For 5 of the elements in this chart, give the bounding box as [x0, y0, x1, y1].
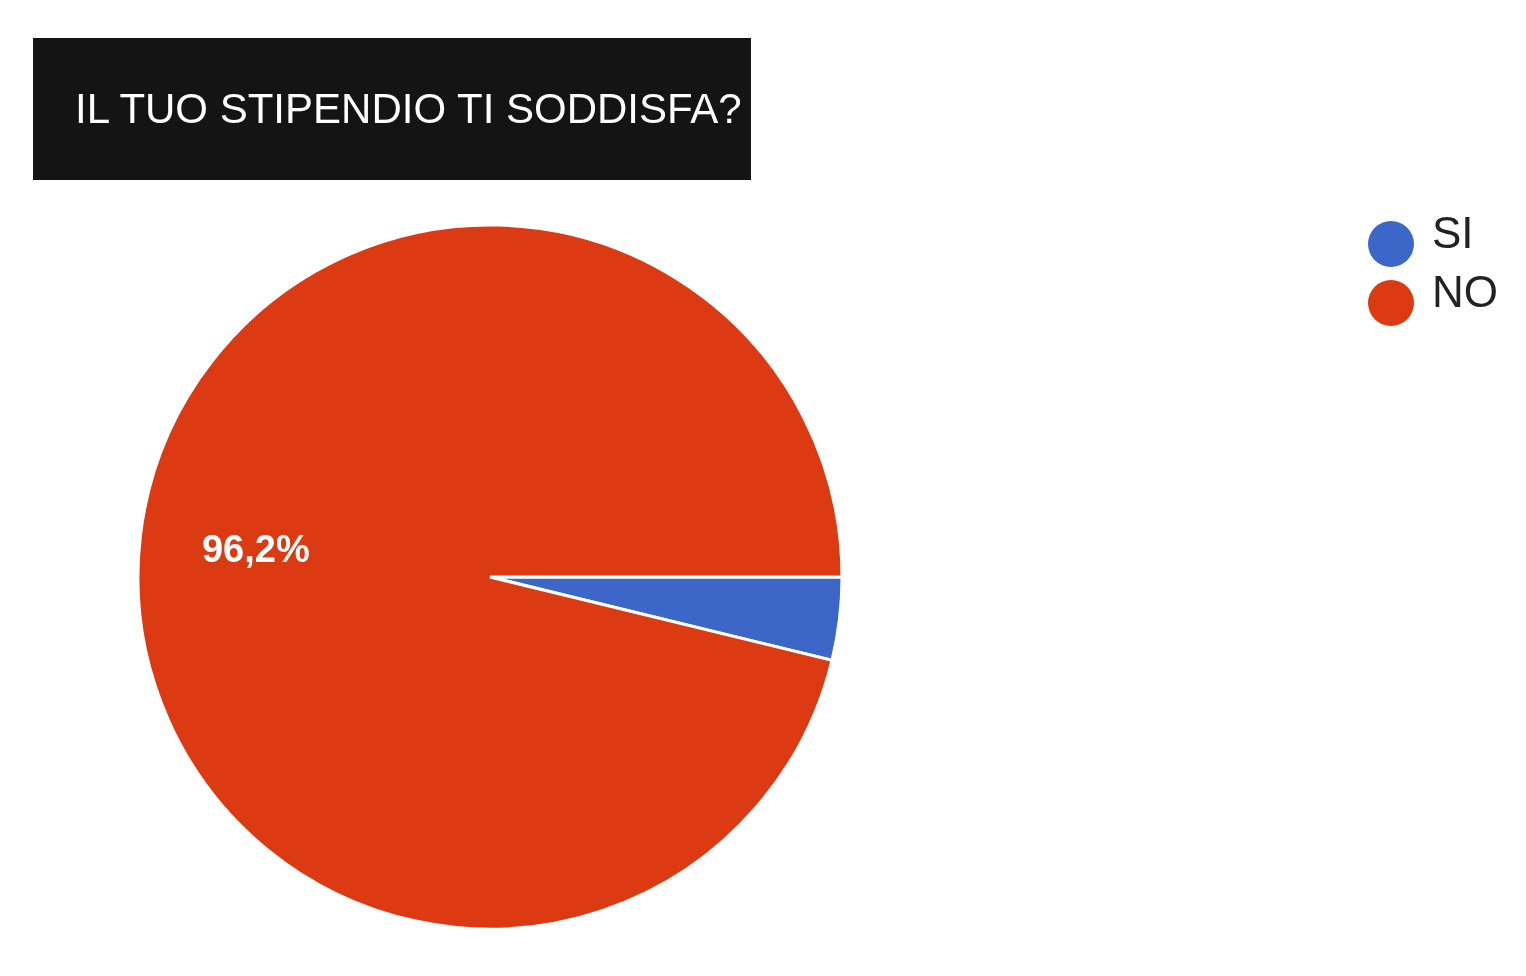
pie-slice: [137, 223, 844, 931]
legend-label: SI: [1432, 208, 1474, 257]
data-label: 96,2%: [201, 527, 310, 570]
chart-title: IL TUO STIPENDIO TI SODDISFA?: [33, 38, 751, 180]
legend-label: NO: [1432, 266, 1498, 316]
